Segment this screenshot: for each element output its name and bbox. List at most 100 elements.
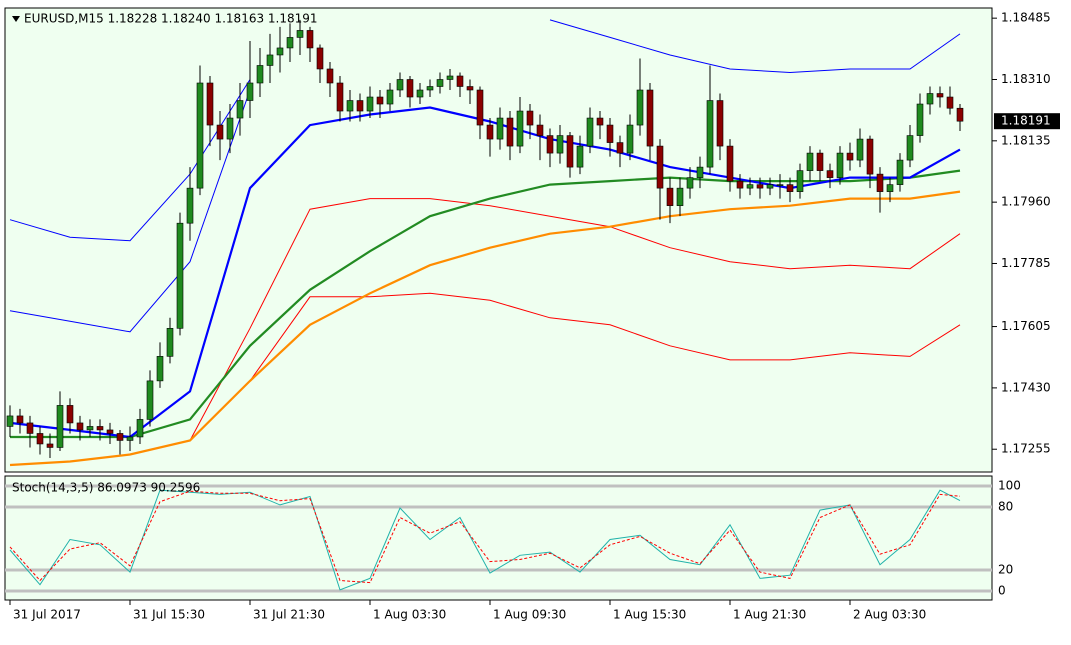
candle-body [396,79,404,91]
candle-body [726,145,734,182]
candle-body [246,82,254,101]
candle-body [736,180,744,189]
price-label-bg [994,113,1060,130]
candle-body [276,47,284,56]
candle-body [286,37,294,49]
candle-body [626,124,634,154]
candle-body [206,82,214,126]
current-price-label: 1.18191 [1001,114,1051,128]
candle-body [946,96,954,109]
candle-body [816,152,824,171]
y-tick-label: 0 [998,583,1006,597]
candle-body [556,135,564,154]
candle-body [586,117,594,147]
candle-body [436,79,444,87]
y-tick-label: 1.18485 [1001,11,1051,25]
candle-body [776,184,784,186]
y-tick-label: 1.18135 [1001,133,1051,147]
candle-body [916,103,924,136]
candle-body [6,415,14,427]
candle-body [876,173,884,192]
candle-body [316,47,324,70]
candle-body [346,100,354,112]
candle-body [506,117,514,147]
menu-triangle[interactable] [12,16,20,22]
candle-body [676,187,684,206]
candle-body [456,75,464,87]
candle-body [826,170,834,178]
x-tick-label: 31 Jul 15:30 [133,608,205,622]
candle-body [766,184,774,189]
candle-body [16,415,24,424]
candle-body [356,100,364,112]
candle-body [606,124,614,143]
candle-body [106,429,114,434]
y-tick-label: 1.17255 [1001,442,1051,456]
main-panel [4,7,993,473]
candle-body [76,422,84,431]
candle-body [266,54,274,66]
candle-body [296,30,304,38]
candle-body [176,222,184,329]
candle-body [496,117,504,140]
candle-body [86,426,94,431]
candle-body [926,93,934,105]
candle-body [846,152,854,161]
candle-body [666,187,674,206]
candle-body [616,142,624,154]
band-line [9,89,251,333]
candle-body [306,30,314,49]
candle-body [186,187,194,224]
candle-body [476,89,484,126]
candle-body [386,89,394,105]
candle-body [806,152,814,171]
candle-body [216,124,224,140]
candle-body [146,380,154,420]
y-tick-label: 1.17785 [1001,256,1051,270]
candle-body [896,159,904,185]
candle-body [126,436,134,441]
candle-body [116,433,124,441]
candle-body [836,152,844,178]
candle-body [326,68,334,84]
candle-body [36,433,44,445]
stoch-line [9,489,961,591]
moving-average [9,190,961,467]
x-tick-label: 1 Aug 15:30 [613,608,686,622]
candle-body [96,426,104,431]
x-tick-label: 1 Aug 21:30 [733,608,806,622]
candle-body [746,184,754,189]
candle-body [706,100,714,168]
candle-body [686,177,694,189]
candle-body [56,405,64,448]
plot-layer: 1.18485 1.18310 1.18135 1.17960 1.17785 1.176… [5,11,1060,622]
candle-body [46,443,54,448]
candle-body [516,110,524,147]
y-tick-label: 1.17430 [1001,380,1051,394]
candle-body [566,135,574,168]
candle-body [226,117,234,140]
candle-body [466,86,474,91]
candle-body [256,65,264,84]
candle-body [426,86,434,91]
candle-body [526,110,534,126]
candle-body [796,170,804,192]
candle-body [656,145,664,189]
band-line [189,198,961,441]
candle-body [236,100,244,119]
candle-body [546,135,554,154]
stoch-line [9,490,961,584]
x-tick-label: 1 Aug 09:30 [493,608,566,622]
y-tick-label: 1.18310 [1001,72,1051,86]
candle-body [66,405,74,424]
x-tick-label: 1 Aug 03:30 [373,608,446,622]
candle-body [576,145,584,168]
x-tick-label: 31 Jul 21:30 [253,608,325,622]
stoch-panel [4,475,993,601]
chart-title: EURUSD,M15 1.18228 1.18240 1.18163 1.181… [24,12,318,26]
candle-body [786,184,794,192]
candle-body [166,328,174,357]
candle-body [696,166,704,178]
candle-body [416,89,424,98]
